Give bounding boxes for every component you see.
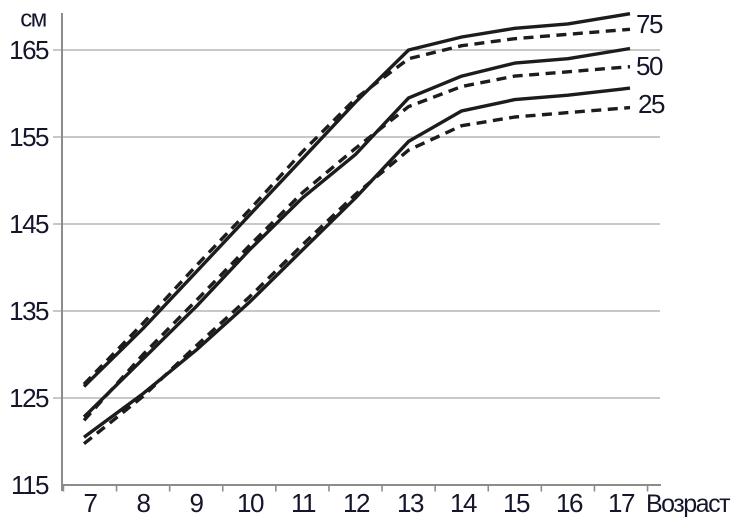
series-line-percentile-75-solid	[82, 12, 631, 388]
y-tick-label: 135	[9, 296, 49, 326]
series-line-percentile-50-dashed	[82, 65, 631, 422]
x-tick-label: 13	[397, 488, 424, 518]
x-tick-label: 10	[237, 488, 264, 518]
x-tick-label: 17	[608, 488, 635, 518]
y-axis-unit-label: см	[20, 6, 46, 33]
x-axis-title: Возраст	[646, 490, 731, 518]
x-tick-label: 9	[190, 488, 204, 518]
x-tick-label: 15	[503, 488, 530, 518]
y-tick-label: 165	[9, 35, 49, 65]
series-line-percentile-25-dashed	[82, 105, 631, 446]
y-tick-label: 125	[9, 383, 49, 413]
series-line-percentile-50-solid	[82, 46, 631, 419]
series-line-percentile-75-dashed	[82, 27, 631, 386]
x-tick-label: 16	[556, 488, 583, 518]
y-tick-label: 115	[11, 470, 49, 500]
series-lines	[82, 12, 631, 446]
percentile-label-25: 25	[638, 89, 665, 119]
x-tick-label: 8	[137, 488, 151, 518]
y-tick-label: 145	[9, 209, 49, 239]
x-axis-ticks	[62, 485, 649, 492]
x-tick-label: 11	[291, 488, 316, 518]
percentile-label-75: 75	[636, 9, 663, 39]
x-tick-label: 14	[450, 488, 477, 518]
x-tick-label: 7	[84, 488, 98, 518]
series-line-percentile-25-solid	[82, 86, 631, 439]
y-tick-label: 155	[9, 122, 49, 152]
x-tick-label: 12	[343, 488, 370, 518]
percentile-label-50: 50	[636, 51, 663, 81]
